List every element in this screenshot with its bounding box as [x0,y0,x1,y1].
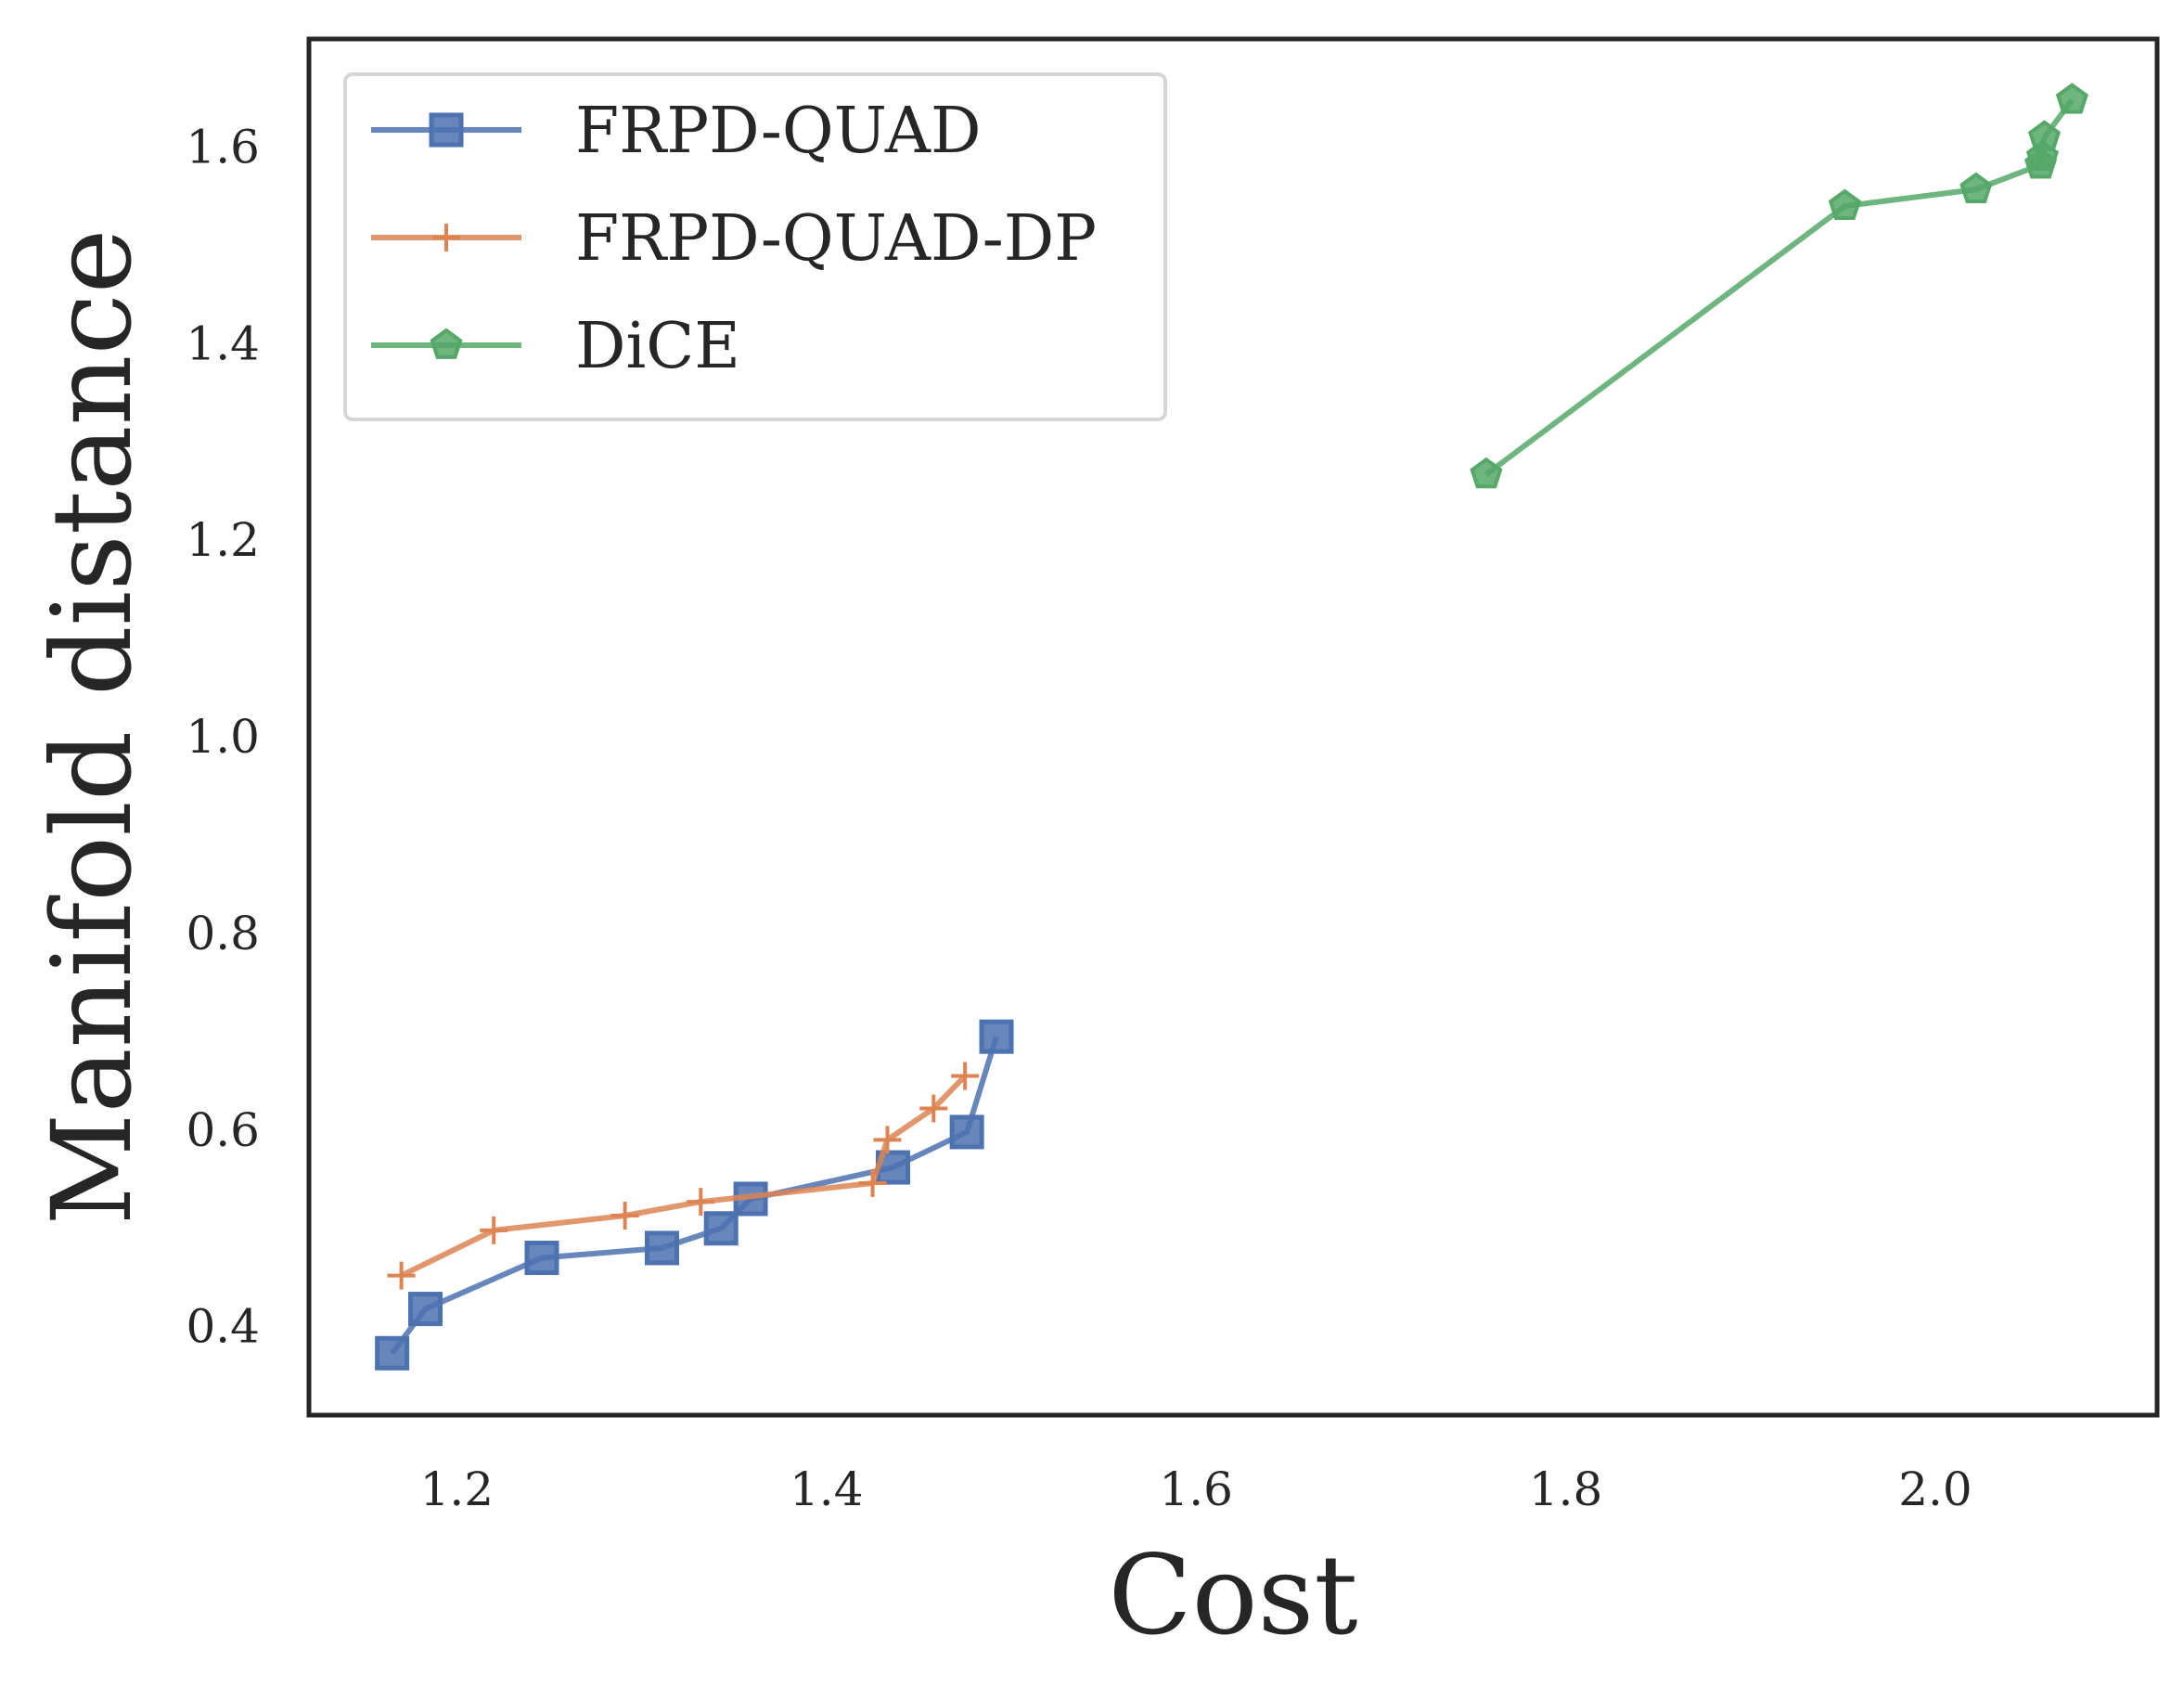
legend-item: DiCE [371,310,740,383]
x-tick-label: 1.8 [1529,1462,1603,1516]
legend-box [343,72,1167,421]
series-line [400,1074,968,1279]
series-2 [1470,83,2088,489]
legend-marker [430,328,463,359]
plot-frame [306,36,2160,1418]
data-point [951,1062,980,1090]
data-point [387,1261,416,1290]
x-tick-label: 2.0 [1898,1462,1972,1516]
data-point [2027,120,2062,151]
data-point [1470,457,1503,489]
data-point [524,1241,559,1276]
data-point [687,1188,715,1217]
plot-marks [375,83,2088,1371]
data-point [919,1094,948,1123]
legend-marker [429,112,464,148]
y-axis-title: Manifold distance [28,229,156,1226]
x-tick-label: 1.2 [420,1462,495,1516]
y-tick-label: 1.6 [186,121,260,174]
y-tick-label: 0.4 [186,1300,260,1354]
data-point [2055,83,2088,114]
series-0 [375,1019,1014,1371]
y-tick-label: 0.6 [186,1103,260,1157]
data-point [1828,188,1861,220]
x-axis-title: Cost [1108,1531,1357,1659]
legend-item: FRPD-QUAD [371,95,981,168]
x-axis-ticks: 1.2 1.4 1.6 1.8 2.0 [420,1462,1972,1516]
legend-label: FRPD-QUAD-DP [575,202,1097,276]
data-point [480,1216,508,1244]
data-point [375,1335,410,1371]
data-point [979,1019,1014,1054]
legend-label: FRPD-QUAD [575,95,981,168]
x-tick-label: 1.4 [790,1462,864,1516]
data-point [703,1211,739,1246]
data-point [407,1292,443,1327]
legend: FRPD-QUAD FRPD-QUAD-DP DiCE [343,72,1167,421]
x-tick-label: 1.6 [1159,1462,1233,1516]
data-point [858,1169,887,1198]
legend-label: DiCE [575,310,740,383]
y-axis-ticks: 0.4 0.6 0.8 1.0 1.2 1.4 1.6 [186,121,260,1354]
series-1 [387,1062,980,1290]
data-point [873,1126,902,1154]
y-tick-label: 1.0 [186,710,260,764]
data-point [644,1230,679,1266]
data-point [610,1201,639,1230]
data-point [949,1114,984,1150]
legend-item: FRPD-QUAD-DP [371,202,1097,276]
y-tick-label: 1.4 [186,316,260,370]
y-tick-label: 0.8 [186,907,260,960]
data-point [1959,172,1993,203]
y-tick-label: 1.2 [186,513,260,567]
legend-marker [432,224,460,251]
